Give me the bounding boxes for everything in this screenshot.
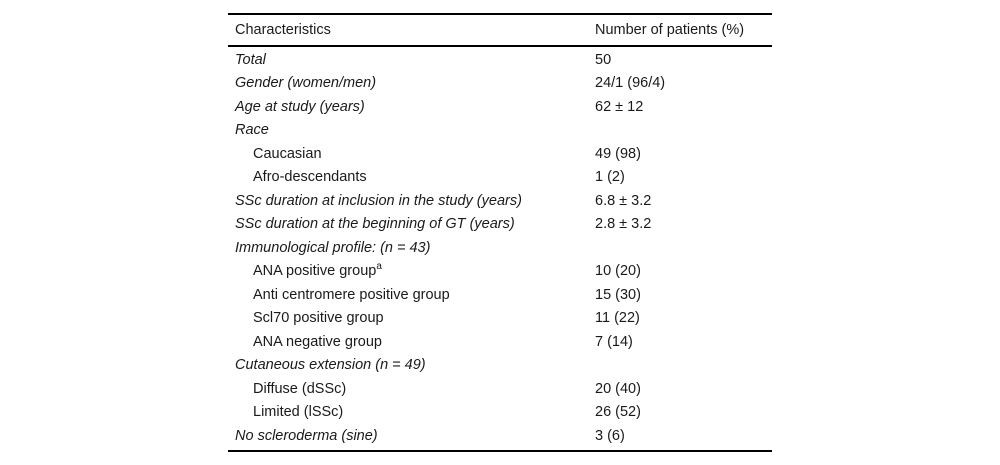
table-row-diffuse-dssc: Diffuse (dSSc) 20 (40): [228, 377, 772, 401]
row-value: 7 (14): [595, 333, 633, 350]
row-value: 24/1 (96/4): [595, 75, 666, 92]
table-row-total: Total 50: [228, 48, 772, 72]
table-row-ana-positive: ANA positive groupa 10 (20): [228, 260, 772, 284]
row-label: Race: [235, 122, 269, 139]
row-value: 62 ± 12: [595, 98, 644, 115]
row-value: 3 (6): [595, 427, 625, 444]
row-value: 11 (22): [595, 310, 640, 327]
row-label: Gender (women/men): [235, 75, 377, 92]
table-row-ssc-duration-gt: SSc duration at the beginning of GT (yea…: [228, 213, 772, 237]
table-row-caucasian: Caucasian 49 (98): [228, 142, 772, 166]
row-label: Afro-descendants: [253, 169, 367, 186]
table-row-age-at-study: Age at study (years) 62 ± 12: [228, 95, 772, 119]
table-row-gender: Gender (women/men) 24/1 (96/4): [228, 72, 772, 96]
table-row-afro-descendants: Afro-descendants 1 (2): [228, 166, 772, 190]
row-value: 2.8 ± 3.2: [595, 216, 652, 233]
table-row-scl70-positive: Scl70 positive group 11 (22): [228, 307, 772, 331]
table-row-no-scleroderma: No scleroderma (sine) 3 (6): [228, 424, 772, 448]
row-label: Limited (lSSc): [253, 404, 344, 421]
row-value: 6.8 ± 3.2: [595, 192, 652, 209]
row-label-text: ANA positive group: [253, 263, 377, 280]
row-value: 49 (98): [595, 145, 641, 162]
row-value: 15 (30): [595, 286, 641, 303]
row-label: SSc duration at the beginning of GT (yea…: [235, 216, 515, 233]
column-header-number-of-patients: Number of patients (%): [595, 22, 745, 38]
table-row-immunological-profile: Immunological profile: (n = 43): [228, 236, 772, 260]
row-value: 26 (52): [595, 404, 641, 421]
row-label: No scleroderma (sine): [235, 427, 378, 444]
row-label: ANA positive groupa: [228, 263, 595, 279]
table-body: Total 50 Gender (women/men) 24/1 (96/4) …: [228, 47, 772, 450]
row-value: 10 (20): [595, 263, 641, 280]
row-label: ANA negative group: [253, 333, 382, 350]
table-row-limited-lssc: Limited (lSSc) 26 (52): [228, 401, 772, 425]
table-header-row: Characteristics Number of patients (%): [228, 15, 772, 47]
table-row-race: Race: [228, 119, 772, 143]
footnote-marker-a: a: [376, 263, 382, 273]
row-label: Total: [235, 51, 266, 68]
row-label: Immunological profile: (n = 43): [235, 239, 431, 256]
table-row-ssc-duration-inclusion: SSc duration at inclusion in the study (…: [228, 189, 772, 213]
row-label: Anti centromere positive group: [253, 286, 450, 303]
row-label: Scl70 positive group: [253, 310, 384, 327]
table-row-anti-centromere: Anti centromere positive group 15 (30): [228, 283, 772, 307]
row-label: SSc duration at inclusion in the study (…: [235, 192, 522, 209]
row-label: Age at study (years): [235, 98, 365, 115]
table-row-cutaneous-extension: Cutaneous extension (n = 49): [228, 354, 772, 378]
table-row-ana-negative: ANA negative group 7 (14): [228, 330, 772, 354]
patient-characteristics-table: Characteristics Number of patients (%) T…: [228, 13, 772, 452]
row-label: Cutaneous extension (n = 49): [235, 357, 426, 374]
row-value: 1 (2): [595, 169, 625, 186]
column-header-characteristics: Characteristics: [235, 22, 331, 38]
row-value: 50: [595, 51, 612, 68]
row-label: Caucasian: [253, 145, 322, 162]
row-value: 20 (40): [595, 380, 641, 397]
row-label: Diffuse (dSSc): [253, 380, 347, 397]
